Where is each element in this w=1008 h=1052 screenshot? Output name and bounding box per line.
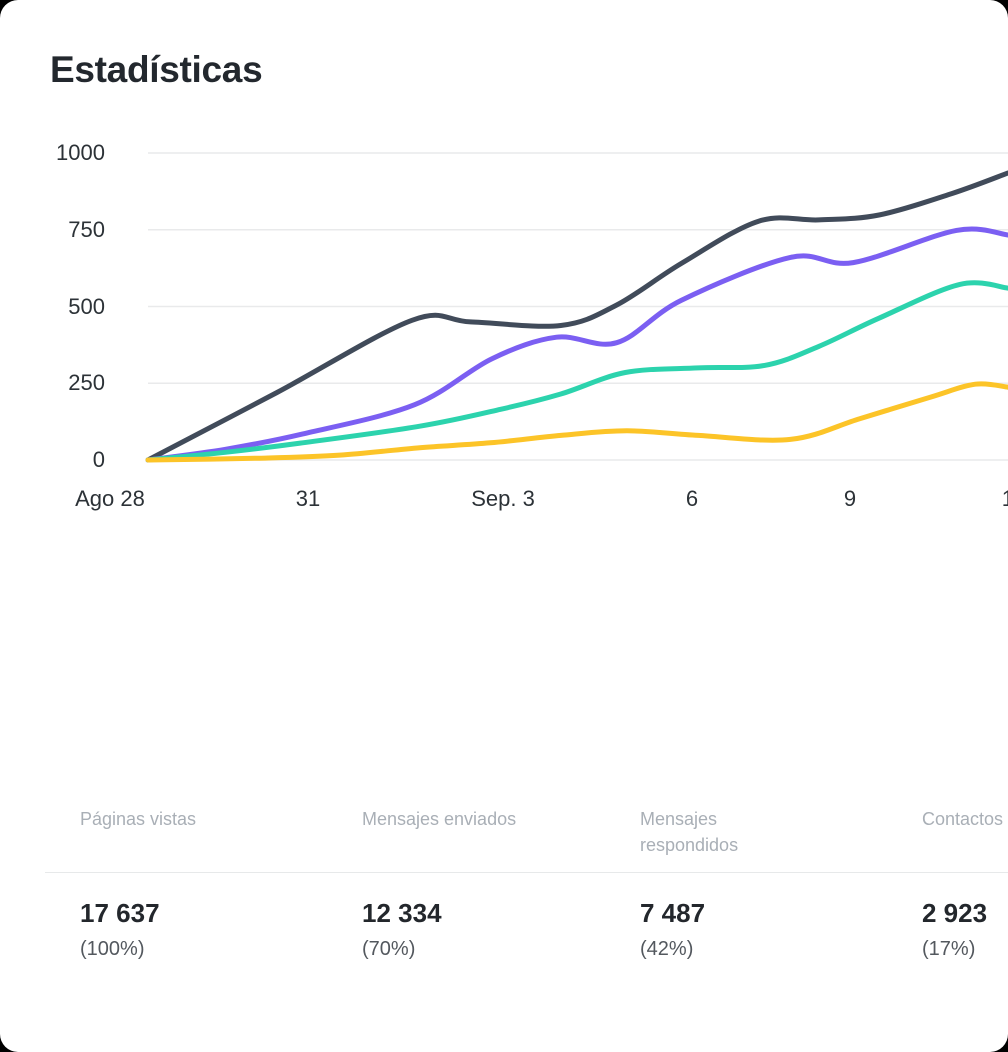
column-header-paginas-vistas: Páginas vistas	[80, 809, 197, 829]
y-tick-label: 0	[92, 447, 105, 472]
cell-percent-contactos: (17%)	[922, 938, 976, 960]
cell-percent-mensajes-respondidos: (42%)	[640, 938, 694, 960]
column-header-contactos: Contactos	[922, 809, 1004, 829]
page-title: Estadísticas	[50, 49, 263, 90]
x-tick-label: 6	[685, 486, 699, 511]
y-tick-label: 750	[68, 216, 105, 242]
y-tick-label: 1000	[56, 140, 105, 165]
series-line-contactos	[145, 381, 1008, 463]
cell-value-contactos: 2 923	[922, 898, 988, 928]
series-line-p-ginas-vistas	[145, 170, 1008, 463]
x-tick-label: 9	[843, 486, 857, 511]
series-line-mensajes-respondidos	[145, 280, 1008, 463]
cell-percent-mensajes-enviados: (70%)	[362, 938, 416, 960]
x-tick-label: Sep. 3	[471, 486, 535, 511]
x-tick-label: 12	[1001, 486, 1008, 511]
cell-value-mensajes-respondidos: 7 487	[640, 898, 706, 928]
y-tick-label: 500	[68, 293, 105, 319]
column-header-mensajes-respondidos: Mensajes respondidos	[640, 809, 739, 855]
cell-percent-paginas-vistas: (100%)	[80, 938, 145, 960]
y-tick-label: 250	[68, 370, 105, 396]
table-divider	[45, 872, 1008, 873]
cell-value-paginas-vistas: 17 637	[80, 898, 160, 928]
series-line-mensajes-enviados	[145, 226, 1008, 463]
column-header-mensajes-enviados: Mensajes enviados	[362, 809, 517, 829]
line-chart	[145, 152, 1008, 463]
x-tick-label: 31	[295, 486, 321, 511]
x-tick-label: Ago 28	[75, 486, 145, 511]
cell-value-mensajes-enviados: 12 334	[362, 898, 442, 928]
